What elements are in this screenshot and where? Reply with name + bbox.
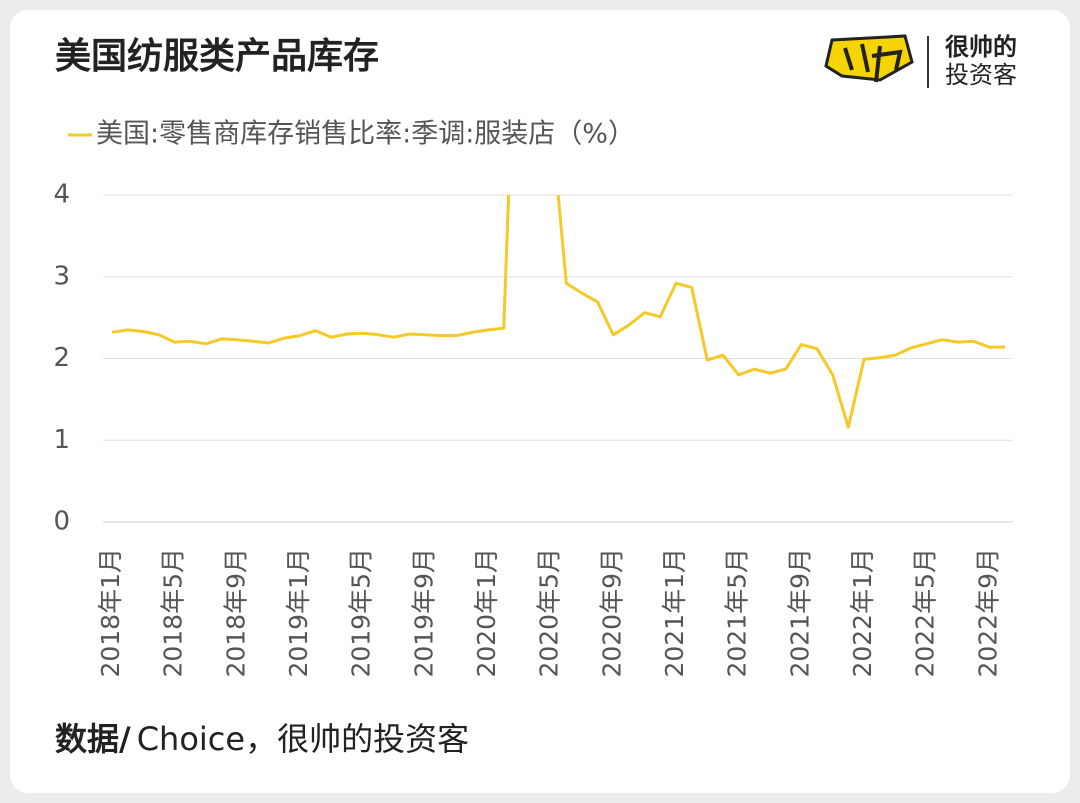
source-text: Choice，很帅的投资客 (137, 720, 469, 758)
x-tick-label: 2018年9月 (221, 548, 250, 678)
x-tick-label: 2020年1月 (472, 548, 501, 678)
x-tick-label: 2019年9月 (409, 548, 438, 678)
x-tick-label: 2020年5月 (535, 548, 564, 678)
data-line (111, 195, 1005, 429)
x-tick-label: 2018年1月 (96, 548, 125, 678)
brand-text: 很帅的 (945, 33, 1017, 61)
y-tick-label: 0 (53, 507, 70, 537)
x-tick-label: 2019年1月 (284, 548, 313, 678)
y-tick-label: 1 (53, 425, 70, 455)
x-tick-label: 2021年9月 (785, 548, 814, 678)
source: 数据/Choice，很帅的投资客 (55, 720, 469, 758)
x-tick-label: 2020年9月 (597, 548, 626, 678)
y-tick-label: 2 (53, 343, 70, 373)
x-tick-label: 2022年9月 (973, 548, 1002, 678)
brand-logo (824, 34, 929, 88)
source-label: 数据/ (55, 720, 131, 758)
y-tick-label: 4 (53, 180, 70, 210)
x-tick-label: 2019年5月 (347, 548, 376, 678)
brand-text: 投资客 (945, 61, 1017, 89)
x-tick-label: 2021年1月 (660, 548, 689, 678)
chart-title: 美国纺服类产品库存 (55, 36, 379, 77)
card (10, 10, 1070, 793)
legend-label: 美国:零售商库存销售比率:季调:服装店（%） (96, 119, 635, 150)
x-tick-label: 2021年5月 (723, 548, 752, 678)
y-tick-label: 3 (53, 261, 70, 291)
x-tick-label: 2018年5月 (159, 548, 188, 678)
x-tick-label: 2022年1月 (848, 548, 877, 678)
x-tick-label: 2022年5月 (911, 548, 940, 678)
